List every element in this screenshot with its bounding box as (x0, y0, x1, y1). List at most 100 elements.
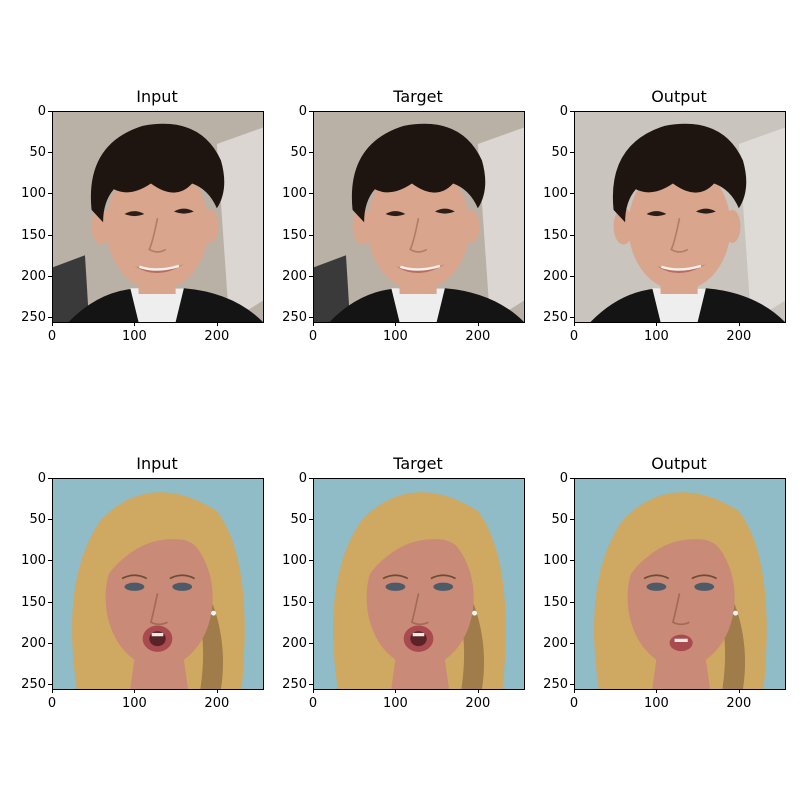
x-tick-label: 100 (644, 329, 669, 344)
woman-portrait (52, 478, 263, 689)
y-tick-mark (48, 560, 52, 562)
y-tick-mark (309, 317, 313, 319)
x-tick-mark (477, 322, 479, 326)
y-tick-mark (48, 317, 52, 319)
wall-highlight (738, 127, 785, 322)
y-tick-mark (570, 684, 574, 686)
image-panel-woman-output (574, 478, 786, 690)
image-panel-boy-input (52, 111, 264, 323)
eye-left (385, 211, 406, 217)
face (367, 162, 470, 291)
boy-portrait (574, 111, 785, 322)
eye-right (694, 582, 715, 591)
earring (472, 610, 478, 616)
eye-left (646, 211, 667, 217)
face (366, 527, 474, 668)
x-tick-label: 100 (122, 329, 147, 344)
image-panel-woman-input (52, 478, 264, 690)
y-tick-mark (48, 519, 52, 521)
y-tick-label: 0 (37, 471, 46, 486)
mouth (656, 264, 706, 273)
y-tick-mark (570, 560, 574, 562)
nose (409, 217, 428, 253)
y-tick-mark (309, 601, 313, 603)
eye-left (124, 582, 145, 591)
wall-highlight (216, 127, 263, 322)
y-tick-label: 150 (543, 594, 568, 610)
x-tick-label: 200 (465, 696, 491, 711)
teeth (399, 264, 441, 271)
y-tick-mark (570, 601, 574, 603)
y-tick-mark (570, 317, 574, 319)
x-tick-mark (313, 689, 314, 693)
shirt-collar (391, 288, 445, 322)
y-tick-mark (48, 601, 52, 603)
y-tick-label: 50 (290, 512, 307, 528)
y-tick-label: 200 (282, 268, 307, 284)
x-tick-label: 100 (644, 696, 669, 711)
neck (391, 659, 449, 689)
boy-portrait (313, 111, 524, 322)
panel-title: Target (393, 454, 443, 473)
y-tick-label: 250 (282, 677, 307, 693)
y-tick-mark (48, 684, 52, 686)
y-tick-mark (570, 642, 574, 644)
shirt-collar (130, 288, 184, 322)
x-tick-label: 0 (569, 329, 579, 344)
y-tick-mark (48, 275, 52, 277)
x-tick-mark (52, 322, 53, 326)
nose (410, 593, 429, 626)
y-tick-label: 100 (543, 553, 568, 569)
x-tick-mark (313, 322, 314, 326)
y-tick-mark (309, 519, 313, 521)
y-tick-mark (309, 684, 313, 686)
y-tick-mark (309, 193, 313, 195)
x-tick-mark (656, 322, 658, 326)
y-tick-label: 50 (551, 145, 568, 161)
x-tick-mark (477, 689, 479, 693)
eye-left (646, 582, 667, 591)
x-tick-label: 100 (122, 696, 147, 711)
hair-front (103, 502, 221, 586)
woman-portrait (313, 478, 524, 689)
earring (211, 610, 217, 616)
hair-front (364, 502, 482, 586)
y-tick-label: 200 (543, 635, 568, 651)
face (628, 162, 731, 291)
y-tick-mark (48, 193, 52, 195)
background-object (52, 255, 90, 322)
image-panel-woman-target (313, 478, 525, 690)
hair-front (625, 502, 743, 586)
face (106, 162, 209, 291)
neck (652, 659, 710, 689)
brow-right (430, 574, 456, 580)
y-tick-label: 250 (543, 677, 568, 693)
background-object (313, 255, 351, 322)
y-tick-label: 100 (282, 186, 307, 202)
x-tick-mark (738, 322, 740, 326)
y-tick-mark (309, 642, 313, 644)
eye-right (173, 208, 194, 214)
teeth (674, 638, 688, 643)
y-tick-label: 250 (21, 310, 46, 326)
x-tick-mark (738, 689, 740, 693)
face (627, 527, 735, 668)
earring (733, 610, 739, 616)
shirt-collar (652, 288, 706, 322)
eye-right (434, 208, 455, 214)
y-tick-label: 250 (21, 677, 46, 693)
x-tick-mark (395, 689, 397, 693)
eye-right (433, 582, 454, 591)
x-tick-label: 200 (204, 329, 230, 344)
brow-left (121, 574, 148, 580)
nose (671, 593, 690, 626)
y-tick-label: 200 (21, 268, 46, 284)
x-tick-label: 0 (47, 696, 57, 711)
eye-left (385, 582, 406, 591)
y-tick-mark (309, 152, 313, 154)
y-tick-label: 200 (282, 635, 307, 651)
eye-right (172, 582, 193, 591)
brow-left (382, 574, 409, 580)
mouth (134, 264, 184, 273)
nose (149, 593, 168, 626)
